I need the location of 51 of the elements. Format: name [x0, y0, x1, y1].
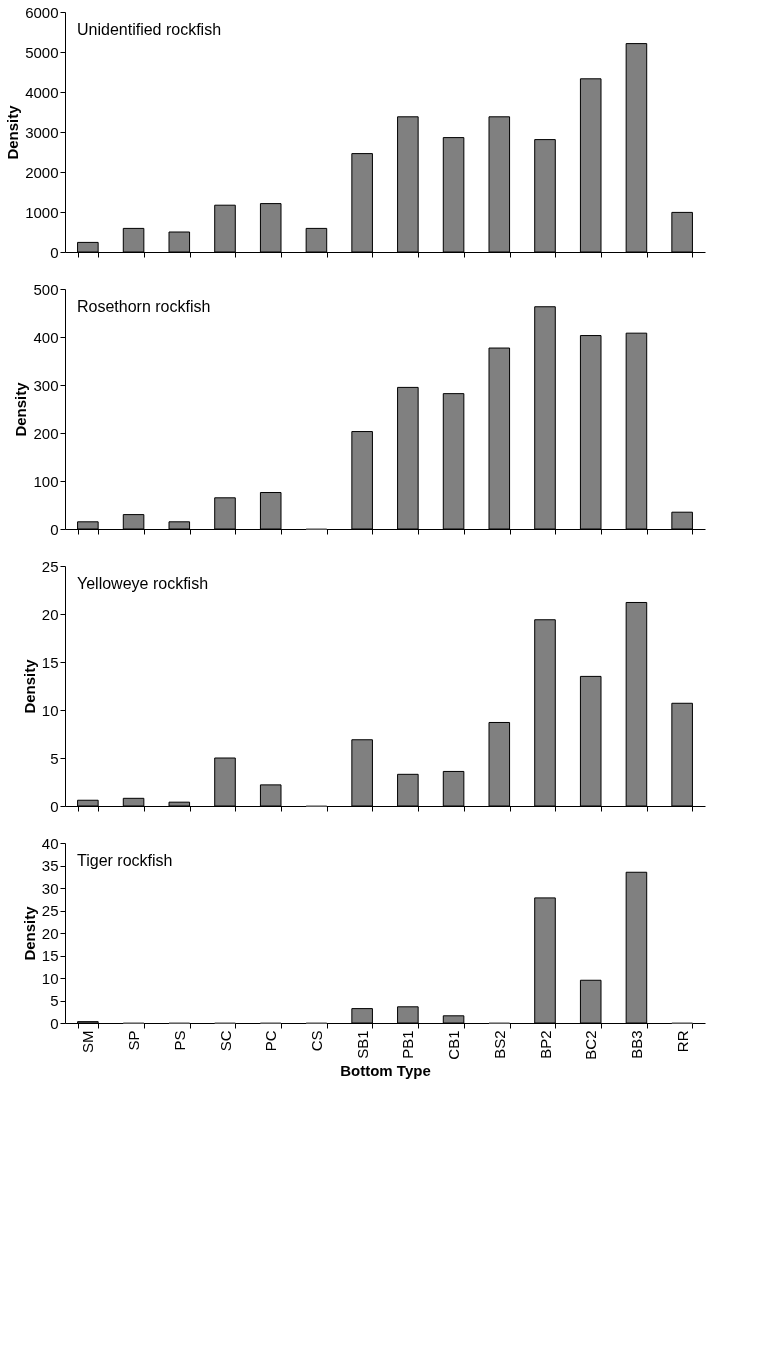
x-tick-label: RR	[673, 1030, 691, 1053]
y-tick-label: 15	[41, 653, 59, 671]
y-tick-label: 25	[41, 902, 59, 919]
y-tick-label: 40	[41, 834, 59, 852]
x-tick-label: SM	[79, 1030, 97, 1053]
y-tick-label: 200	[33, 424, 59, 442]
y-tick-label: 20	[41, 605, 59, 623]
x-tick-label: BP2	[536, 1030, 554, 1059]
text: Rosethorn rockfish	[77, 298, 211, 315]
y-tick-label: 5	[50, 992, 59, 1009]
y-tick-label: 0	[50, 243, 59, 261]
x-tick-label: CB1	[445, 1030, 463, 1060]
y-tick-label: 2000	[25, 163, 59, 181]
y-tick-label: 5000	[25, 43, 59, 61]
x-tick-label: BS2	[490, 1030, 508, 1059]
y-tick-label: 10	[41, 701, 59, 719]
y-tick-label: 0	[50, 797, 59, 815]
y-tick-label: 0	[50, 1014, 59, 1032]
y-tick-label: 6000	[25, 3, 59, 21]
y-tick-label: 0	[50, 520, 59, 538]
x-tick-label: PB1	[399, 1030, 417, 1059]
x-tick-label: PC	[262, 1030, 280, 1052]
x-tick-label: SP	[125, 1030, 143, 1051]
y-tick-label: 400	[33, 328, 59, 346]
x-tick-label: PS	[170, 1030, 188, 1051]
x-tick-label: SC	[216, 1030, 234, 1052]
y-tick-label: 25	[41, 557, 59, 575]
y-axis-title: Density	[20, 905, 38, 961]
y-tick-label: 3000	[25, 123, 59, 141]
text: Unidentified rockfish	[77, 21, 222, 38]
y-axis-title: Density	[20, 658, 38, 714]
y-tick-label: 35	[41, 857, 59, 874]
y-tick-label: 30	[41, 879, 59, 897]
y-tick-label: 4000	[25, 83, 59, 101]
y-tick-label: 1000	[25, 203, 59, 221]
y-tick-label: 10	[41, 969, 59, 987]
y-axis-title: Density	[12, 381, 30, 437]
y-tick-label: 15	[41, 947, 59, 964]
y-tick-label: 5	[50, 749, 59, 767]
y-tick-label: 500	[33, 280, 59, 298]
x-tick-label: BC2	[582, 1030, 600, 1060]
x-tick-label: BB3	[627, 1030, 645, 1059]
x-axis-title: Bottom Type	[340, 1061, 431, 1079]
x-tick-label: SB1	[353, 1030, 371, 1059]
y-axis-title: Density	[4, 104, 22, 160]
text: Tiger rockfish	[77, 852, 173, 869]
y-tick-label: 300	[33, 376, 59, 394]
y-tick-label: 20	[41, 924, 59, 942]
text: Yelloweye rockfish	[77, 575, 209, 592]
x-tick-label: CS	[307, 1030, 325, 1052]
y-tick-label: 100	[33, 472, 59, 490]
